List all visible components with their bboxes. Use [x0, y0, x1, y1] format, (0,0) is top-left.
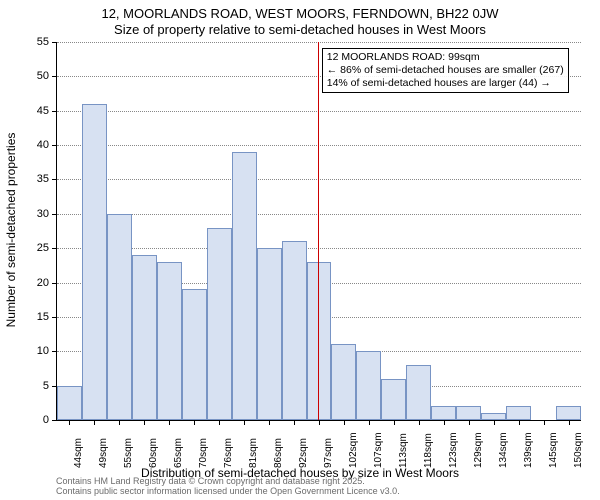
y-tick-label: 35	[25, 173, 49, 185]
chart-container: 12, MOORLANDS ROAD, WEST MOORS, FERNDOWN…	[0, 0, 600, 500]
chart-title-main: 12, MOORLANDS ROAD, WEST MOORS, FERNDOWN…	[0, 6, 600, 21]
gridline	[57, 248, 581, 249]
histogram-bar	[331, 344, 356, 420]
x-tick	[444, 420, 445, 425]
chart-title-sub: Size of property relative to semi-detach…	[0, 22, 600, 37]
y-tick-label: 40	[25, 139, 49, 151]
histogram-bar	[556, 406, 581, 420]
histogram-bar	[282, 241, 307, 420]
annotation-box: 12 MOORLANDS ROAD: 99sqm← 86% of semi-de…	[322, 48, 569, 93]
y-tick-label: 45	[25, 105, 49, 117]
x-tick	[294, 420, 295, 425]
x-tick	[519, 420, 520, 425]
histogram-bar	[57, 386, 82, 420]
y-tick-label: 0	[25, 414, 49, 426]
reference-line	[318, 42, 319, 420]
histogram-bar	[307, 262, 332, 420]
histogram-bar	[82, 104, 107, 420]
histogram-bar	[107, 214, 132, 420]
histogram-bar	[456, 406, 481, 420]
x-tick	[319, 420, 320, 425]
plot-area: 051015202530354045505544sqm49sqm55sqm60s…	[56, 42, 581, 421]
y-tick	[52, 111, 57, 112]
y-tick-label: 20	[25, 277, 49, 289]
x-tick	[144, 420, 145, 425]
x-tick	[569, 420, 570, 425]
x-tick	[544, 420, 545, 425]
x-tick	[419, 420, 420, 425]
footer-line-1: Contains HM Land Registry data © Crown c…	[56, 476, 365, 486]
y-tick-label: 15	[25, 311, 49, 323]
x-tick	[269, 420, 270, 425]
histogram-bar	[257, 248, 282, 420]
y-tick	[52, 351, 57, 352]
histogram-bar	[506, 406, 531, 420]
histogram-bar	[132, 255, 157, 420]
gridline	[57, 111, 581, 112]
histogram-bar	[232, 152, 257, 420]
histogram-bar	[157, 262, 182, 420]
x-tick	[169, 420, 170, 425]
x-tick	[94, 420, 95, 425]
x-tick	[469, 420, 470, 425]
y-tick	[52, 76, 57, 77]
x-tick	[344, 420, 345, 425]
x-tick	[69, 420, 70, 425]
y-tick-label: 5	[25, 380, 49, 392]
y-tick	[52, 179, 57, 180]
footer-attribution: Contains HM Land Registry data © Crown c…	[56, 477, 400, 497]
y-tick	[52, 145, 57, 146]
x-tick	[394, 420, 395, 425]
x-tick	[219, 420, 220, 425]
y-tick	[52, 214, 57, 215]
y-tick	[52, 283, 57, 284]
x-tick	[494, 420, 495, 425]
y-tick-label: 25	[25, 242, 49, 254]
gridline	[57, 214, 581, 215]
y-tick-label: 55	[25, 36, 49, 48]
histogram-bar	[481, 413, 506, 420]
y-tick	[52, 42, 57, 43]
gridline	[57, 179, 581, 180]
x-tick	[369, 420, 370, 425]
y-tick-label: 50	[25, 70, 49, 82]
histogram-bar	[182, 289, 207, 420]
x-tick	[244, 420, 245, 425]
y-tick	[52, 420, 57, 421]
histogram-bar	[381, 379, 406, 420]
y-axis-label: Number of semi-detached properties	[4, 133, 18, 328]
y-tick	[52, 248, 57, 249]
annotation-line: 14% of semi-detached houses are larger (…	[327, 77, 564, 90]
y-tick-label: 30	[25, 208, 49, 220]
x-tick	[119, 420, 120, 425]
histogram-bar	[207, 228, 232, 420]
annotation-line: ← 86% of semi-detached houses are smalle…	[327, 64, 564, 77]
x-tick	[194, 420, 195, 425]
gridline	[57, 145, 581, 146]
gridline	[57, 42, 581, 43]
annotation-line: 12 MOORLANDS ROAD: 99sqm	[327, 51, 564, 64]
histogram-bar	[431, 406, 456, 420]
y-tick-label: 10	[25, 345, 49, 357]
histogram-bar	[356, 351, 381, 420]
footer-line-2: Contains public sector information licen…	[56, 486, 400, 496]
histogram-bar	[406, 365, 431, 420]
y-tick	[52, 317, 57, 318]
